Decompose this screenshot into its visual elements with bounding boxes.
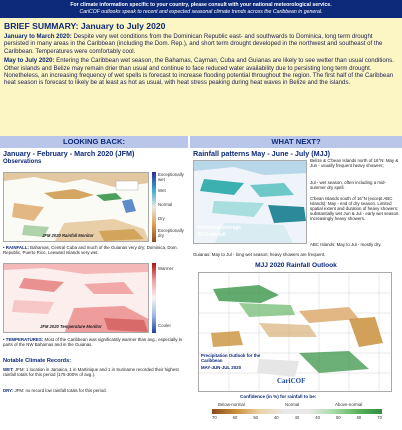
rainfall-lead: RAINFALL:: [5, 245, 29, 250]
conf-tick-9: 70: [377, 415, 382, 420]
record-wet-text: JFM: 1 location in Jamaica, 1 in Martini…: [3, 367, 179, 378]
banner-line-1: For climate information specific to your…: [70, 2, 332, 8]
conf-tick-8: 60: [356, 415, 362, 420]
temp-legend-cooler: Cooler: [158, 323, 171, 328]
rain-legend-normal: Normal: [158, 202, 173, 207]
caricof-logo: CariCOF: [277, 377, 306, 385]
conf-normal: Normal: [285, 402, 300, 407]
mjj-note-3: C'bean Islands south of 16°N (except ABC…: [310, 196, 400, 222]
confidence-colorbar: [212, 409, 382, 414]
conf-tick-6: 40: [315, 415, 320, 420]
map-caption-2: MJJ rainfall: [198, 232, 226, 238]
summary-para-mjj: May to July 2020: Entering the Caribbean…: [4, 57, 398, 87]
mjj-note-4: ABC Islands: May to Jul - mostly dry.: [310, 242, 382, 247]
temperature-bullet: • TEMPERATURES: Most of the Caribbean wa…: [3, 337, 183, 348]
temperature-monitor-graphic: [4, 264, 148, 332]
outlook-caption: Precipitation Outlook for the Caribbean: [201, 353, 261, 363]
rain-legend-wet: Wet: [158, 188, 166, 193]
temperature-monitor-map: JFM 2020 Temperature Monitor: [3, 263, 149, 333]
looking-back-column: January - February - March 2020 (JFM) Ob…: [0, 148, 188, 430]
summary-para-mjj-text: Entering the Caribbean wet season, the B…: [4, 57, 394, 87]
rain-legend-exwet: Exceptionally wet: [158, 172, 184, 182]
summary-para-jfm-lead: January to March 2020:: [4, 33, 72, 40]
conf-tick-1: 70: [212, 415, 217, 420]
conf-tick-3: 50: [253, 415, 258, 420]
temperature-lead: TEMPERATURES:: [5, 337, 44, 342]
rainfall-monitor-map: JFM 2020 Rainfall Monitor: [3, 172, 149, 242]
record-dry-text: JFM: no record low rainfall totals for t…: [14, 388, 107, 393]
rainfall-text: Bahamas, Central Cuba and much of the Gu…: [3, 245, 178, 256]
summary-para-jfm: January to March 2020: Despite very wet …: [4, 33, 398, 55]
record-dry: DRY: JFM: no record low rainfall totals …: [3, 388, 185, 393]
confidence-ticks: 70 60 50 40 40 40 50 60 70: [212, 415, 382, 420]
mjj-note-1: Belize & C'bean Islands north of 16°N: M…: [310, 158, 399, 169]
what-next-column: Rainfall patterns May - June - July (MJJ…: [190, 148, 402, 430]
looking-back-header: LOOKING BACK:: [0, 136, 188, 148]
mjj-outlook-map: Precipitation Outlook for the Caribbean …: [198, 272, 392, 392]
guianas-note: Guianas: May to Jul - long wet season; h…: [193, 252, 326, 257]
outlook-period: MAY-JUN-JUL 2020: [201, 365, 242, 370]
brief-summary: BRIEF SUMMARY: January to July 2020 Janu…: [0, 18, 402, 136]
historical-mjj-graphic: [194, 161, 306, 243]
conf-above: Above-normal: [335, 402, 363, 407]
record-wet-lead: WET:: [3, 367, 14, 372]
rain-map-caption: JFM 2020 Rainfall Monitor: [42, 233, 94, 238]
rain-legend-bar: [152, 172, 156, 242]
conf-below: Below-normal: [218, 402, 245, 407]
conf-tick-2: 60: [232, 415, 238, 420]
outlook-title: MJJ 2020 Rainfall Outlook: [255, 262, 337, 269]
rain-legend-dry: Dry: [158, 216, 165, 221]
mjj-outlook-graphic: [199, 273, 391, 391]
rainfall-monitor-graphic: [4, 173, 148, 241]
info-banner: For climate information specific to your…: [0, 0, 402, 18]
temp-map-caption: JFM 2020 Temperature Monitor: [40, 324, 102, 329]
record-wet: WET: JFM: 1 location in Jamaica, 1 in Ma…: [3, 367, 185, 377]
banner-line-2: CariCOF outlooks speak to recent and exp…: [79, 9, 323, 15]
mjj-note-2: Jul - wet season, often including a mid-…: [310, 180, 386, 191]
summary-para-mjj-lead: May to July 2020:: [4, 57, 55, 65]
rain-legend-exdry: Exceptionally dry: [158, 228, 184, 238]
conf-tick-7: 50: [335, 415, 341, 420]
summary-para-jfm-text: Despite very wet conditions from the Dom…: [4, 33, 383, 55]
rainfall-bullet: • RAINFALL: Bahamas, Central Cuba and mu…: [3, 245, 178, 256]
temperature-text: Most of the Caribbean was significantly …: [3, 337, 183, 348]
records-title: Notable Climate Records:: [3, 358, 72, 364]
conf-tick-5: 40: [294, 415, 300, 420]
map-caption-1: Historical average: [198, 225, 242, 231]
conf-tick-4: 40: [273, 415, 279, 420]
temp-legend-bar: [152, 263, 156, 333]
mjj-title: Rainfall patterns May - June - July (MJJ…: [193, 149, 330, 158]
historical-mjj-map: Historical average MJJ rainfall: [193, 160, 307, 244]
confidence-label: Confidence (in %) for rainfall to be:: [240, 394, 317, 399]
jfm-title: January - February - March 2020 (JFM): [3, 149, 135, 158]
what-next-header: WHAT NEXT?: [190, 136, 402, 148]
observations-label: Observations: [3, 158, 42, 165]
temp-legend-warmer: Warmer: [158, 266, 174, 271]
record-dry-lead: DRY:: [3, 388, 14, 393]
summary-title: BRIEF SUMMARY: January to July 2020: [4, 21, 166, 31]
